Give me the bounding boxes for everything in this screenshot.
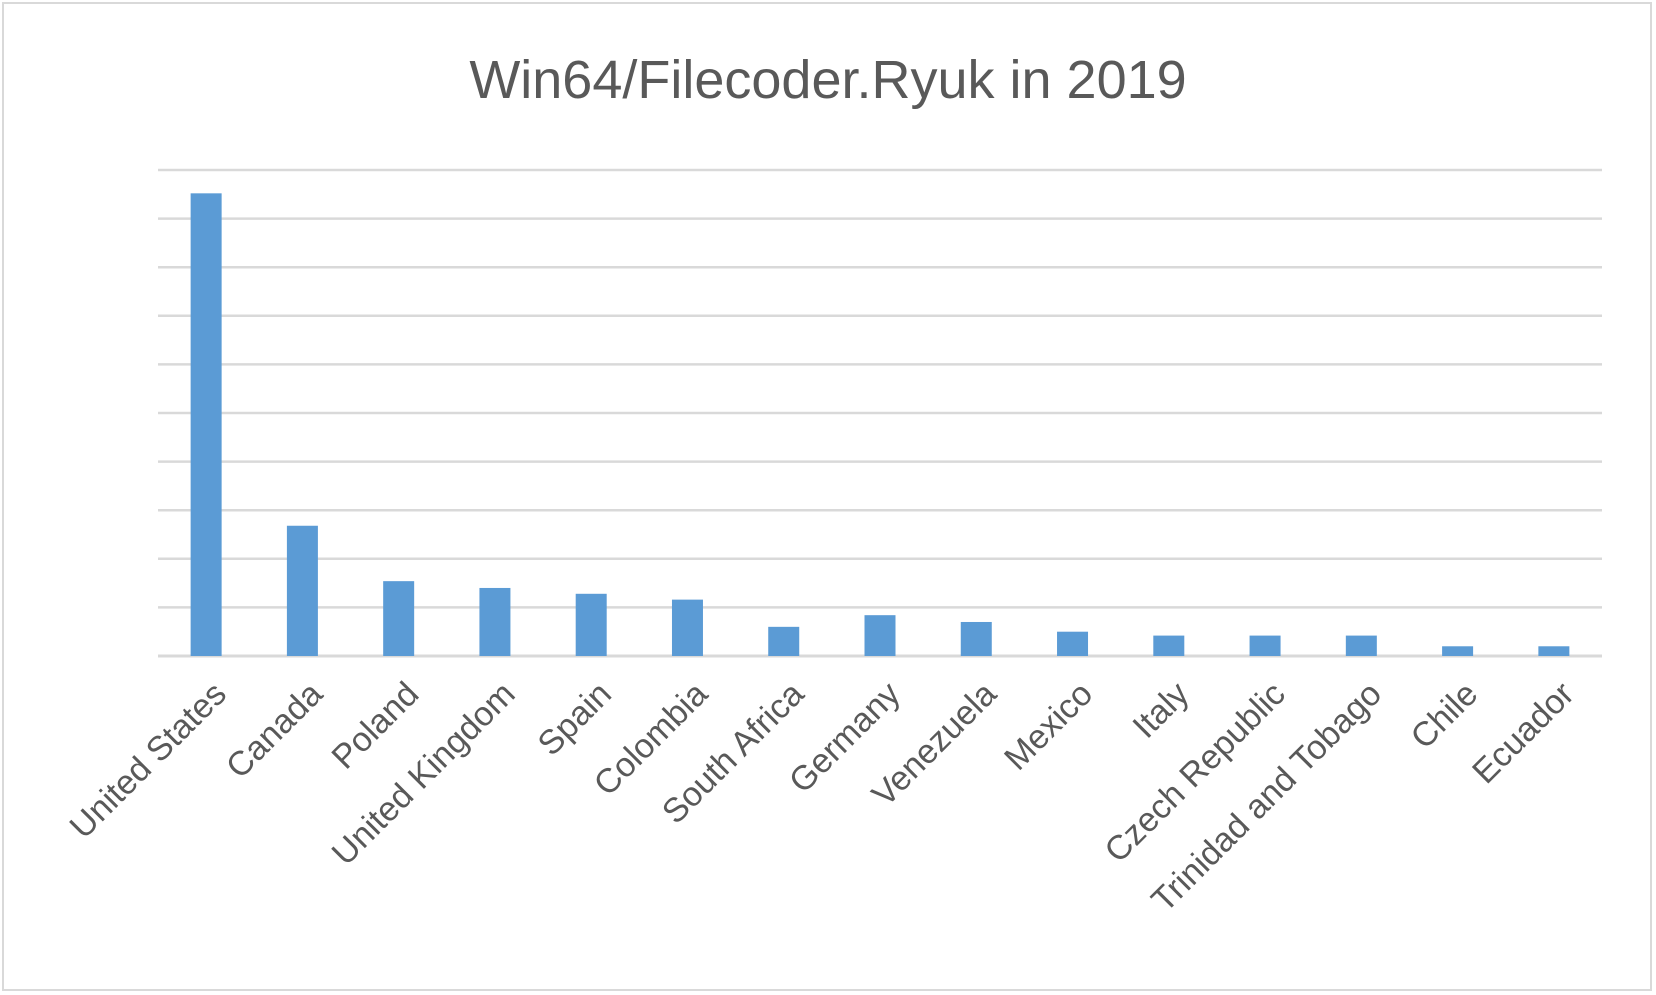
x-tick-label: Italy	[1125, 675, 1196, 746]
bar-italy	[1153, 635, 1185, 656]
x-tick-label: Ecuador	[1465, 675, 1581, 791]
bar-germany	[864, 615, 896, 656]
bar-united-kingdom	[479, 587, 511, 656]
bar-south-africa	[768, 626, 800, 656]
x-tick-label: Mexico	[997, 675, 1100, 778]
bar-ecuador	[1538, 646, 1570, 656]
bar-mexico	[1057, 631, 1089, 656]
x-tick-label: Chile	[1404, 675, 1486, 757]
bar-trinidad-and-tobago	[1345, 635, 1377, 656]
chart-title: Win64/Filecoder.Ryuk in 2019	[469, 50, 1186, 110]
bar-venezuela	[960, 621, 992, 656]
bar-united-states	[190, 193, 222, 656]
bar-canada	[286, 525, 318, 656]
gridlines	[158, 168, 1602, 658]
x-tick-label: Spain	[530, 675, 618, 763]
bar-colombia	[671, 599, 703, 656]
bar-chile	[1442, 646, 1474, 656]
bar-poland	[383, 581, 415, 656]
x-tick-label: Canada	[219, 675, 330, 786]
bar-czech-republic	[1249, 635, 1281, 656]
bar-spain	[575, 593, 607, 656]
x-tick-label: United Kingdom	[325, 675, 523, 873]
bars	[190, 193, 1570, 656]
x-tick-label: United States	[63, 675, 234, 846]
